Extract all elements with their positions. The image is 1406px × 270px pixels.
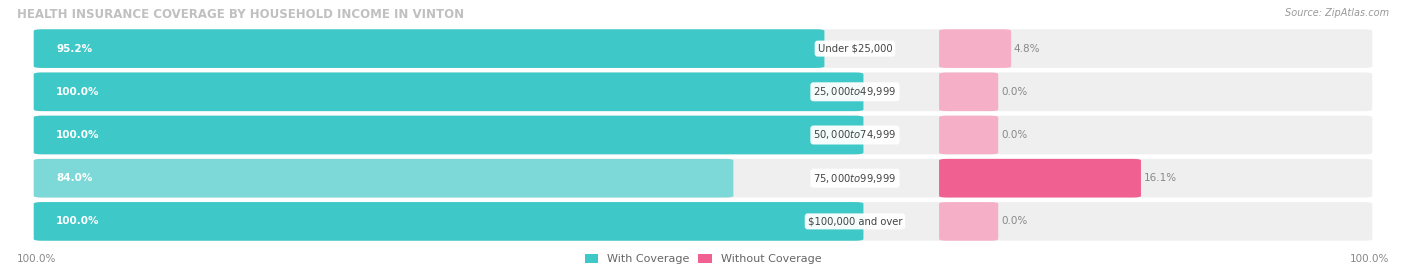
Text: $100,000 and over: $100,000 and over [807,216,903,227]
Text: HEALTH INSURANCE COVERAGE BY HOUSEHOLD INCOME IN VINTON: HEALTH INSURANCE COVERAGE BY HOUSEHOLD I… [17,8,464,21]
Text: 0.0%: 0.0% [1001,130,1028,140]
FancyBboxPatch shape [34,202,863,241]
Legend: With Coverage, Without Coverage: With Coverage, Without Coverage [585,254,821,264]
FancyBboxPatch shape [34,29,824,68]
Text: 100.0%: 100.0% [56,87,100,97]
Text: 0.0%: 0.0% [1001,216,1028,227]
FancyBboxPatch shape [34,72,1372,111]
FancyBboxPatch shape [34,72,863,111]
FancyBboxPatch shape [34,116,1372,154]
FancyBboxPatch shape [34,159,1372,198]
Text: 100.0%: 100.0% [17,254,56,264]
Text: 0.0%: 0.0% [1001,87,1028,97]
Text: 16.1%: 16.1% [1144,173,1177,183]
Text: $50,000 to $74,999: $50,000 to $74,999 [814,129,897,141]
FancyBboxPatch shape [939,159,1142,198]
FancyBboxPatch shape [939,72,998,111]
FancyBboxPatch shape [34,159,734,198]
Text: Source: ZipAtlas.com: Source: ZipAtlas.com [1285,8,1389,18]
FancyBboxPatch shape [939,29,1011,68]
Text: 100.0%: 100.0% [56,130,100,140]
FancyBboxPatch shape [939,202,998,241]
FancyBboxPatch shape [34,202,1372,241]
Text: $75,000 to $99,999: $75,000 to $99,999 [814,172,897,185]
Text: $25,000 to $49,999: $25,000 to $49,999 [814,85,897,98]
FancyBboxPatch shape [34,29,1372,68]
Text: 100.0%: 100.0% [56,216,100,227]
FancyBboxPatch shape [34,116,863,154]
Text: 4.8%: 4.8% [1014,43,1040,54]
FancyBboxPatch shape [939,116,998,154]
Text: 95.2%: 95.2% [56,43,93,54]
Text: 100.0%: 100.0% [1350,254,1389,264]
Text: Under $25,000: Under $25,000 [818,43,893,54]
Text: 84.0%: 84.0% [56,173,93,183]
